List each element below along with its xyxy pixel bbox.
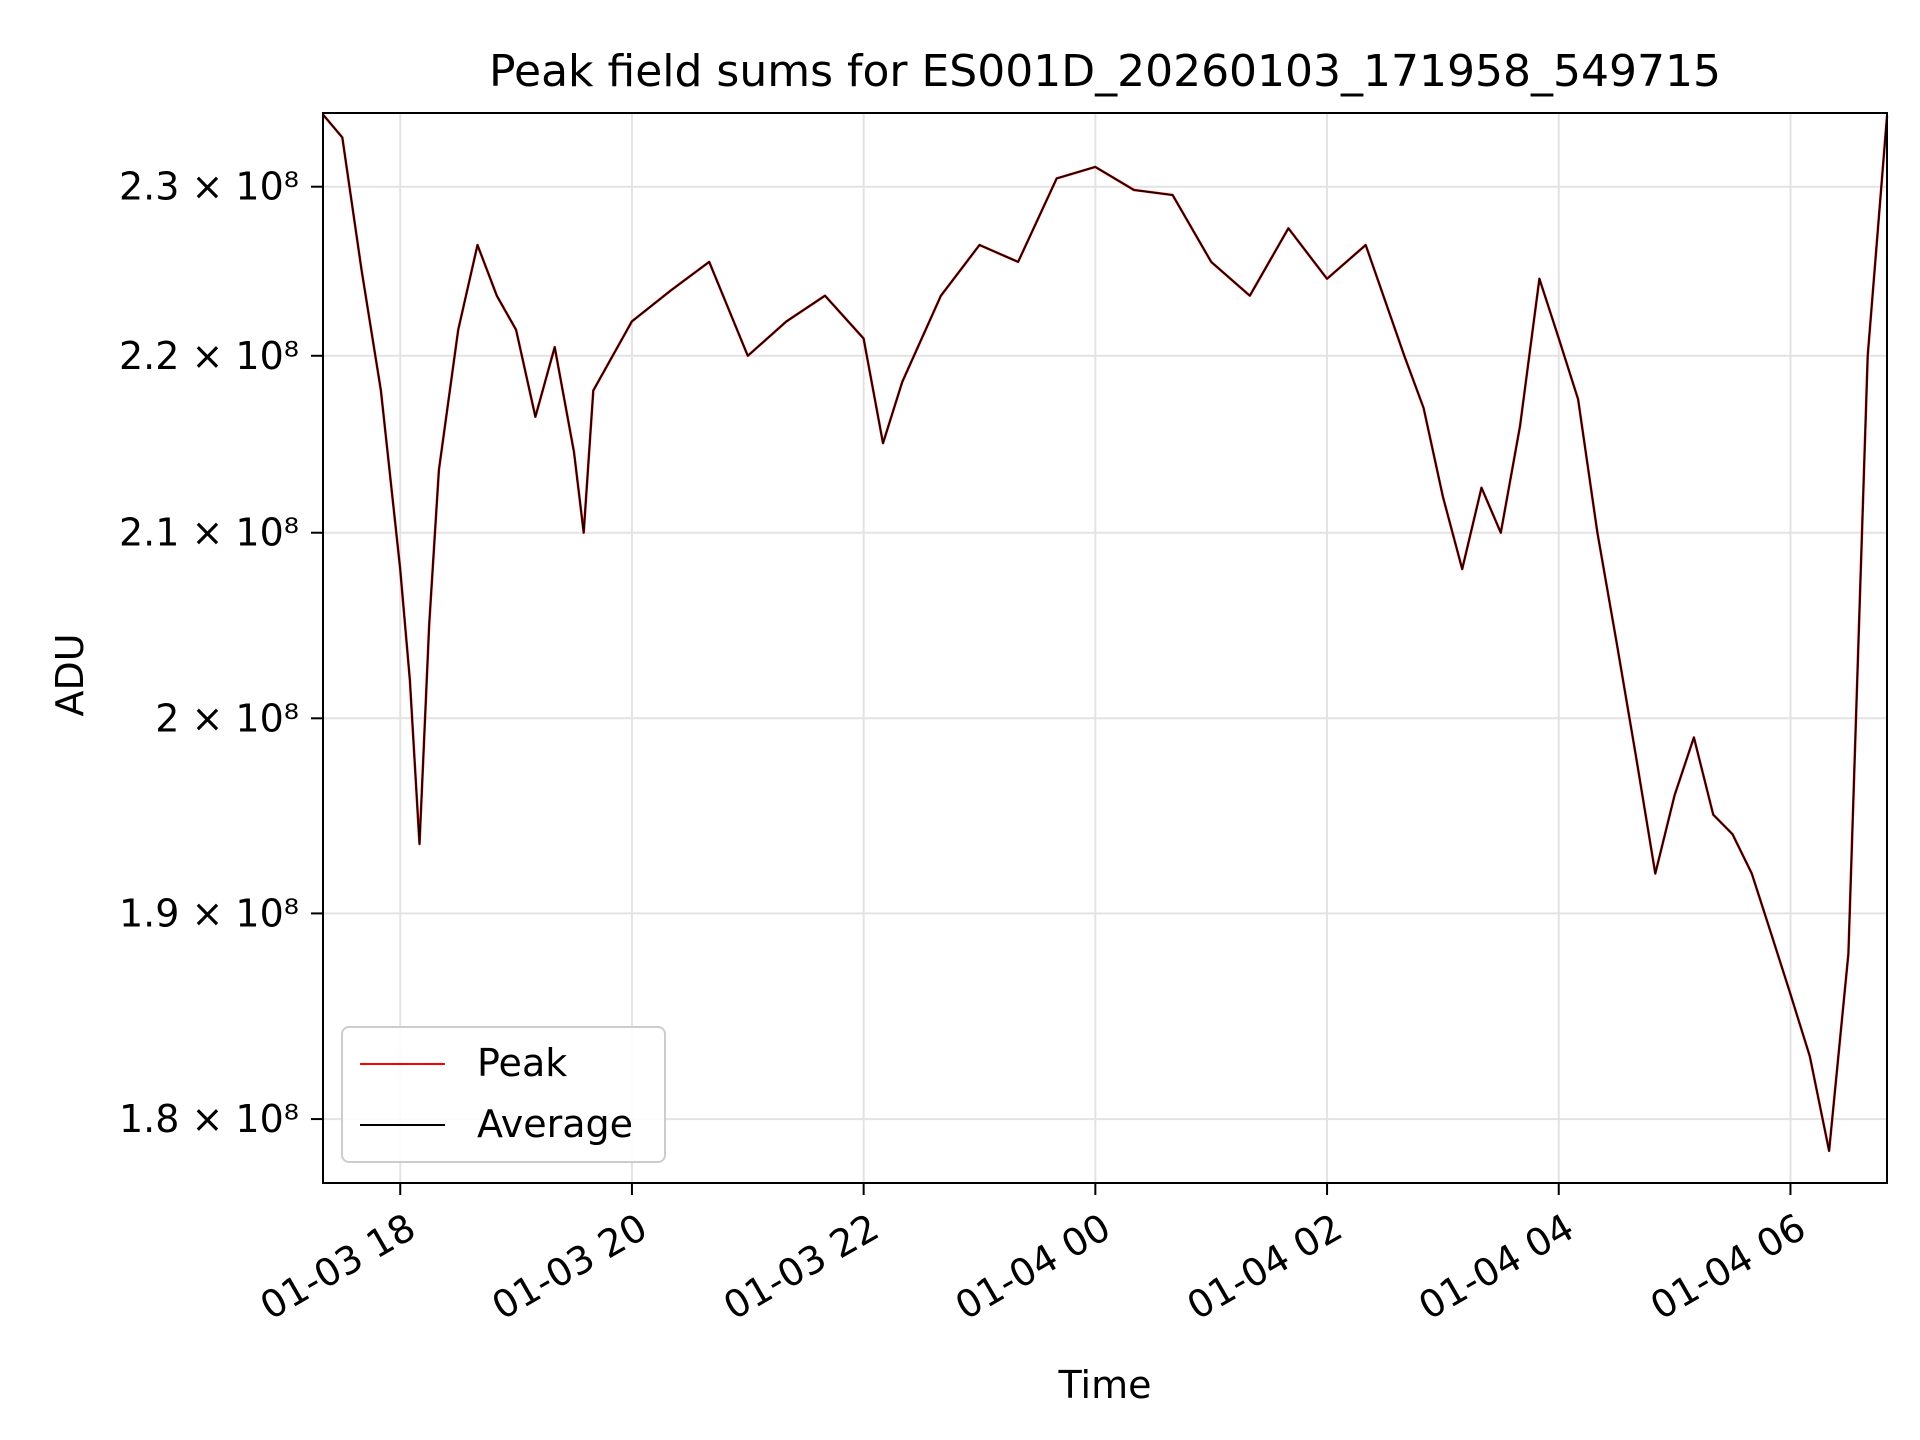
legend-item-average: Average [343, 1099, 664, 1149]
plot-area [323, 113, 1887, 1183]
legend-swatch-average [360, 1124, 445, 1126]
y-tick-label: 2.3 × 10⁸ [119, 165, 299, 209]
y-axis-label: ADU [48, 633, 92, 717]
legend-swatch-peak [360, 1063, 445, 1065]
x-tick-label: 01-04 02 [1180, 1205, 1350, 1329]
chart-title: Peak field sums for ES001D_20260103_1719… [489, 46, 1721, 97]
y-tick-label: 2 × 10⁸ [155, 696, 299, 740]
x-tick-label: 01-03 22 [716, 1205, 886, 1329]
legend-label-peak: Peak [477, 1041, 568, 1085]
legend-item-peak: Peak [343, 1038, 664, 1088]
legend: Peak Average [341, 1026, 666, 1163]
plot-frame [322, 112, 1888, 1184]
x-gridlines [399, 113, 1792, 1183]
y-tick-label: 2.1 × 10⁸ [119, 511, 299, 555]
y-axis-ticks: 1.8 × 10⁸ 1.9 × 10⁸ 2 × 10⁸ 2.1 × 10⁸ 2.2 × … [119, 165, 323, 1141]
x-tick-label: 01-04 00 [948, 1205, 1118, 1329]
y-tick-label: 1.9 × 10⁸ [119, 891, 299, 935]
x-tick-label: 01-04 06 [1643, 1205, 1813, 1329]
series-layer [322, 113, 1889, 1153]
x-axis-label: Time [1058, 1363, 1152, 1407]
series-line-average [322, 114, 1888, 1152]
x-tick-label: 01-03 20 [484, 1205, 654, 1329]
x-tick-label: 01-04 04 [1411, 1205, 1581, 1329]
legend-label-average: Average [477, 1102, 634, 1146]
y-tick-label: 2.2 × 10⁸ [119, 334, 299, 378]
x-tick-label: 01-03 18 [253, 1205, 423, 1329]
y-tick-label: 1.8 × 10⁸ [119, 1097, 299, 1141]
x-axis-ticks: 01-03 18 01-03 20 01-03 22 01-04 00 01-04 02… [253, 1183, 1813, 1328]
